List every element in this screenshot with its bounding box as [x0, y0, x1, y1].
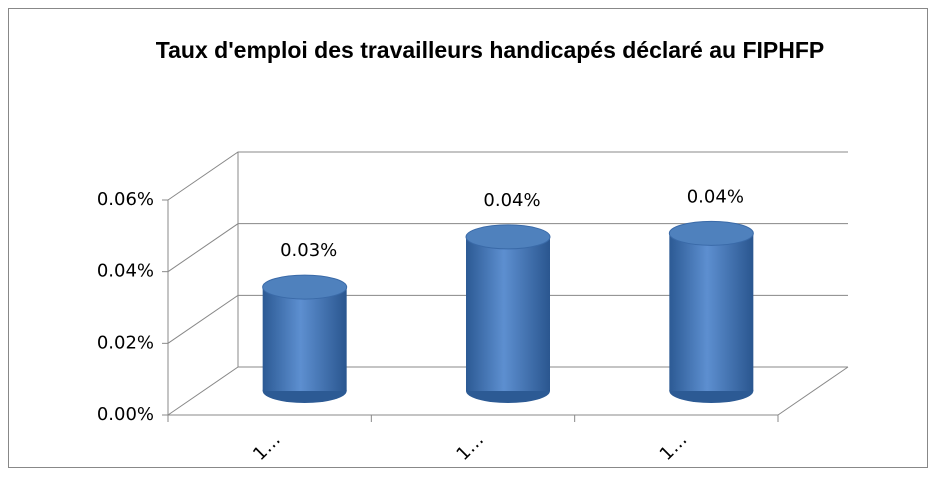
bar-top — [262, 274, 348, 300]
data-label: 0.04% — [687, 186, 744, 207]
grid-line — [167, 223, 848, 273]
floor-edge — [777, 366, 849, 416]
data-label: 0.03% — [280, 240, 337, 261]
bar-body — [669, 233, 754, 391]
bar-body — [466, 236, 550, 391]
bar — [668, 220, 754, 403]
data-label: 0.04% — [483, 190, 540, 211]
y-tick-label: 0.06% — [97, 189, 154, 210]
y-tick-label: 0.04% — [97, 261, 154, 282]
bar — [465, 224, 551, 403]
bar — [262, 274, 348, 403]
y-tick-label: 0.02% — [97, 332, 154, 353]
grid-line — [167, 151, 848, 201]
bar-top — [668, 220, 754, 246]
grid-line — [167, 294, 848, 344]
y-tick-label: 0.00% — [97, 404, 154, 425]
bar-top — [465, 224, 551, 250]
grid-line — [167, 366, 848, 416]
bar-body — [262, 287, 347, 391]
chart-title: Taux d'emploi des travailleurs handicapé… — [155, 37, 825, 63]
